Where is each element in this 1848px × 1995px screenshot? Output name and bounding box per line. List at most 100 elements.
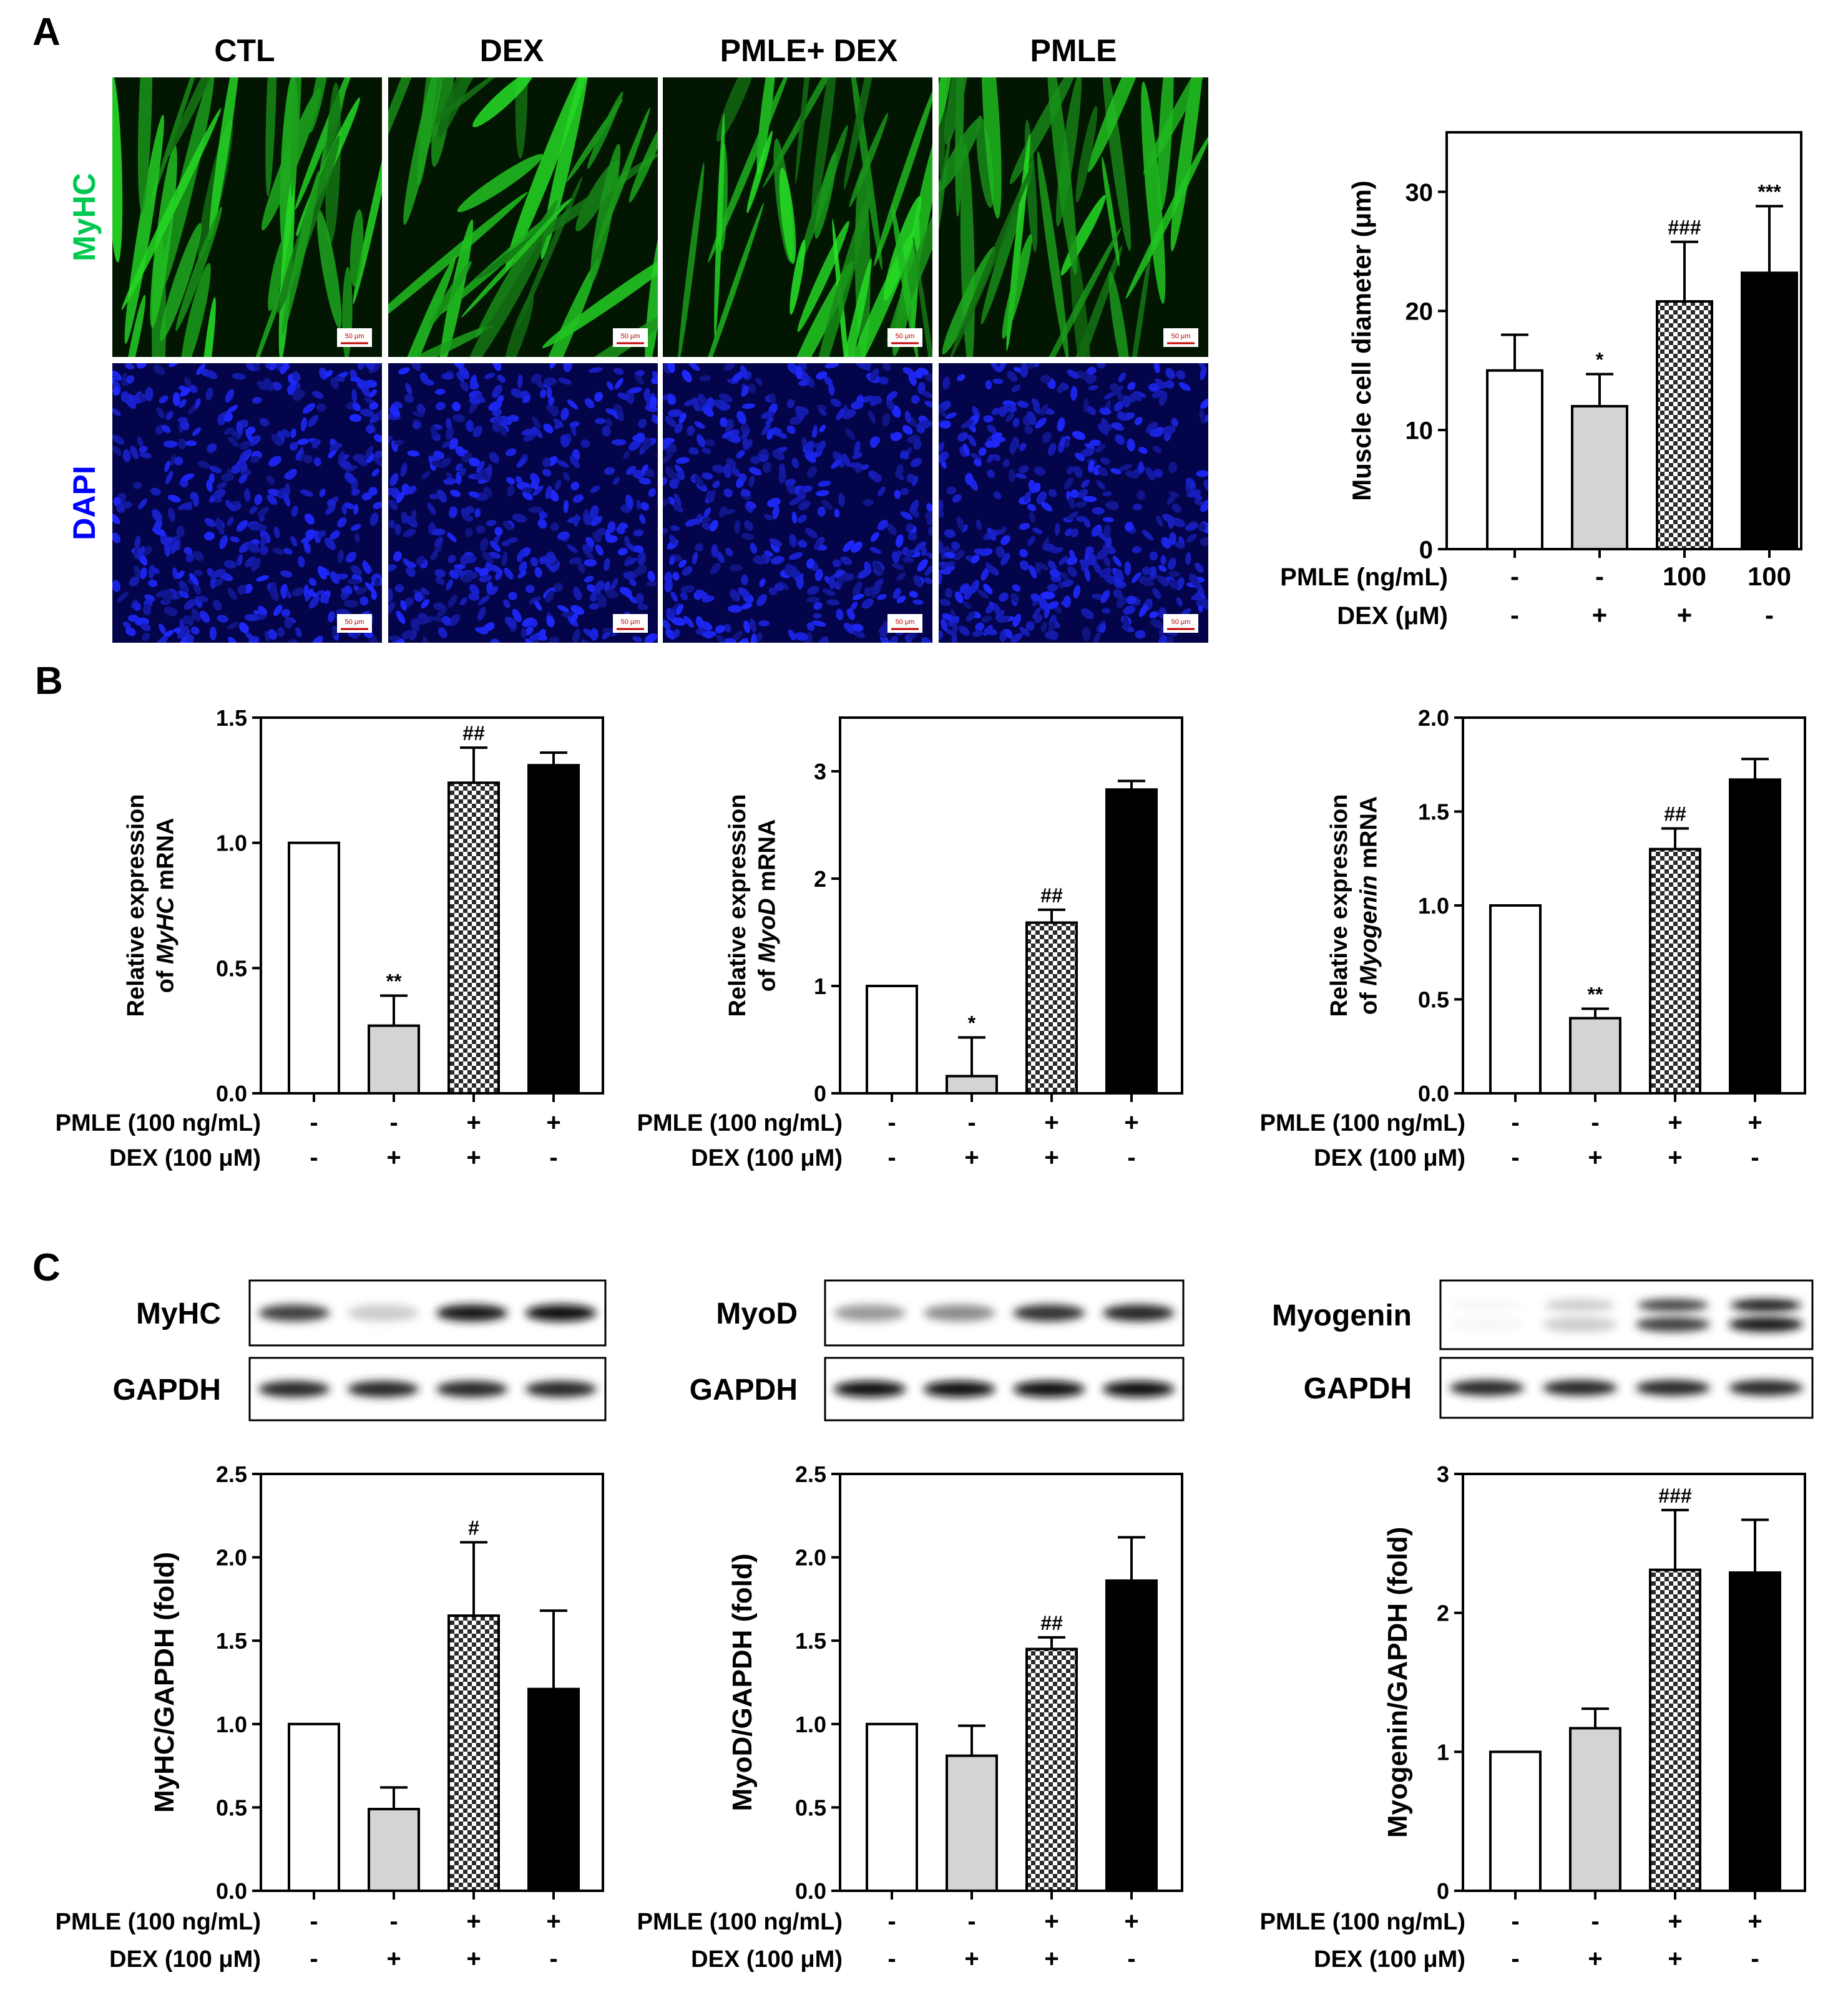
nucleus — [353, 454, 365, 461]
nucleus — [738, 587, 751, 598]
nucleus — [407, 450, 420, 457]
nucleus — [828, 383, 835, 396]
nucleus — [741, 427, 750, 440]
nucleus — [515, 476, 523, 484]
nucleus — [371, 590, 378, 600]
nucleus — [161, 536, 174, 545]
nucleus — [244, 488, 251, 502]
nucleus — [1191, 492, 1203, 500]
nucleus — [680, 592, 688, 600]
chart-c_myogenin: Myogenin GAPDH 0 1 2 3 ### PMLE (100 ng/mL) - - + +… — [1260, 1279, 1814, 1973]
nucleus — [818, 636, 829, 643]
nucleus — [416, 555, 425, 565]
nucleus — [396, 610, 406, 624]
myotube — [699, 203, 764, 357]
nucleus — [1151, 389, 1165, 399]
myotube — [891, 204, 919, 357]
nucleus — [670, 591, 678, 602]
treatment-value: - — [1127, 1144, 1135, 1171]
nucleus — [836, 408, 846, 421]
nucleus — [723, 464, 732, 479]
nucleus — [405, 561, 416, 568]
nucleus — [519, 561, 527, 573]
nucleus — [1019, 549, 1028, 558]
nucleus — [670, 479, 680, 485]
myotube — [795, 77, 818, 184]
nucleus — [1096, 480, 1105, 490]
nucleus — [612, 477, 620, 485]
myotube — [714, 113, 725, 338]
nucleus — [176, 570, 185, 579]
nucleus — [112, 446, 122, 456]
nucleus — [914, 541, 927, 551]
nucleus — [140, 623, 151, 632]
nucleus — [692, 552, 698, 565]
nucleus — [237, 520, 248, 532]
nucleus — [768, 587, 777, 595]
y-tick-label: 0 — [814, 1081, 826, 1106]
nucleus — [942, 565, 956, 573]
nucleus — [842, 409, 856, 419]
nucleus — [942, 613, 954, 621]
nucleus — [532, 426, 543, 439]
nucleus — [302, 402, 315, 414]
nucleus — [1153, 446, 1162, 454]
nucleus — [741, 533, 754, 540]
nucleus — [1153, 469, 1163, 478]
nucleus — [530, 481, 539, 490]
nucleus — [481, 469, 489, 481]
nucleus — [345, 465, 358, 472]
nucleus — [1000, 535, 1010, 545]
nucleus — [281, 608, 291, 617]
nucleus — [1122, 615, 1129, 630]
significance-mark: # — [468, 1517, 479, 1539]
nucleus — [246, 363, 256, 371]
nucleus — [682, 565, 693, 576]
myotube — [308, 77, 331, 134]
nucleus — [227, 622, 239, 630]
nucleus — [356, 587, 367, 595]
nucleus — [1058, 555, 1068, 566]
treatment-label: DEX (100 μM) — [1314, 1946, 1465, 1973]
bar-dex — [1569, 1727, 1621, 1892]
nucleus — [1116, 596, 1126, 609]
nucleus — [1110, 383, 1119, 392]
nucleus — [272, 548, 285, 555]
nucleus — [1082, 627, 1091, 641]
nucleus — [465, 506, 475, 514]
blot-band — [1449, 1380, 1525, 1396]
nucleus — [711, 464, 725, 474]
nucleus — [112, 434, 125, 445]
nucleus — [910, 458, 922, 467]
nucleus — [1000, 553, 1010, 566]
nucleus — [1149, 551, 1158, 561]
nucleus — [924, 400, 932, 408]
nucleus — [421, 471, 431, 480]
nucleus — [132, 482, 142, 489]
nucleus — [224, 412, 233, 422]
nucleus — [1040, 591, 1055, 600]
nucleus — [167, 494, 181, 503]
nucleus — [939, 508, 944, 518]
nucleus — [547, 555, 557, 564]
nucleus — [1123, 605, 1136, 615]
nucleus — [954, 550, 965, 561]
nucleus — [725, 638, 736, 643]
treatment-value: - — [310, 1144, 318, 1171]
nucleus — [702, 517, 711, 523]
nucleus — [446, 579, 453, 590]
nucleus — [1103, 574, 1116, 585]
nucleus — [632, 469, 643, 480]
nucleus — [455, 463, 463, 472]
nucleus — [889, 636, 899, 643]
nucleus — [1168, 579, 1179, 589]
nucleus — [622, 588, 633, 600]
nucleus — [1126, 595, 1137, 605]
nucleus — [1047, 601, 1059, 610]
nucleus — [896, 464, 904, 476]
nucleus — [924, 577, 932, 585]
nucleus — [570, 605, 585, 615]
nucleus — [770, 555, 785, 565]
nucleus — [983, 415, 994, 423]
nucleus — [806, 454, 816, 463]
